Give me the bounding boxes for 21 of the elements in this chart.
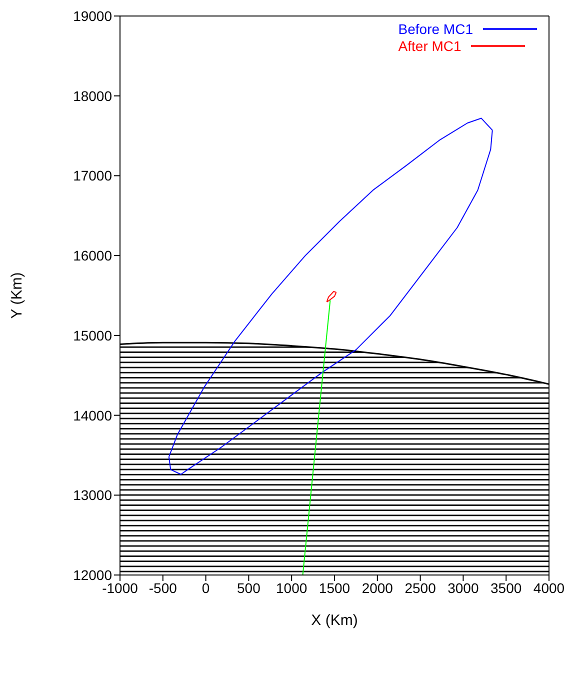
x-tick-label: 1000 bbox=[276, 580, 308, 596]
y-tick-label: 17000 bbox=[73, 168, 112, 184]
y-tick-label: 18000 bbox=[73, 88, 112, 104]
x-tick-label: 2000 bbox=[362, 580, 394, 596]
x-tick-label: 1500 bbox=[318, 580, 350, 596]
legend-label: Before MC1 bbox=[398, 20, 473, 36]
x-tick-label: 2500 bbox=[404, 580, 436, 596]
y-axis-title: Y (Km) bbox=[8, 272, 26, 319]
x-axis-title: X (Km) bbox=[311, 612, 358, 629]
y-tick-label: 19000 bbox=[73, 8, 112, 24]
x-tick-label: 3000 bbox=[448, 580, 479, 596]
y-tick-label: 16000 bbox=[73, 248, 112, 264]
x-tick-label: 3500 bbox=[490, 580, 522, 596]
legend-label: After MC1 bbox=[398, 38, 462, 54]
x-tick-label: -500 bbox=[148, 580, 178, 596]
y-tick-label: 13000 bbox=[73, 487, 112, 504]
x-tick-label: 500 bbox=[237, 580, 261, 596]
y-tick-label: 15000 bbox=[73, 327, 112, 344]
x-tick-label: 0 bbox=[202, 580, 210, 596]
x-tick-label: 4000 bbox=[533, 580, 565, 596]
y-tick-label: 14000 bbox=[73, 407, 112, 424]
